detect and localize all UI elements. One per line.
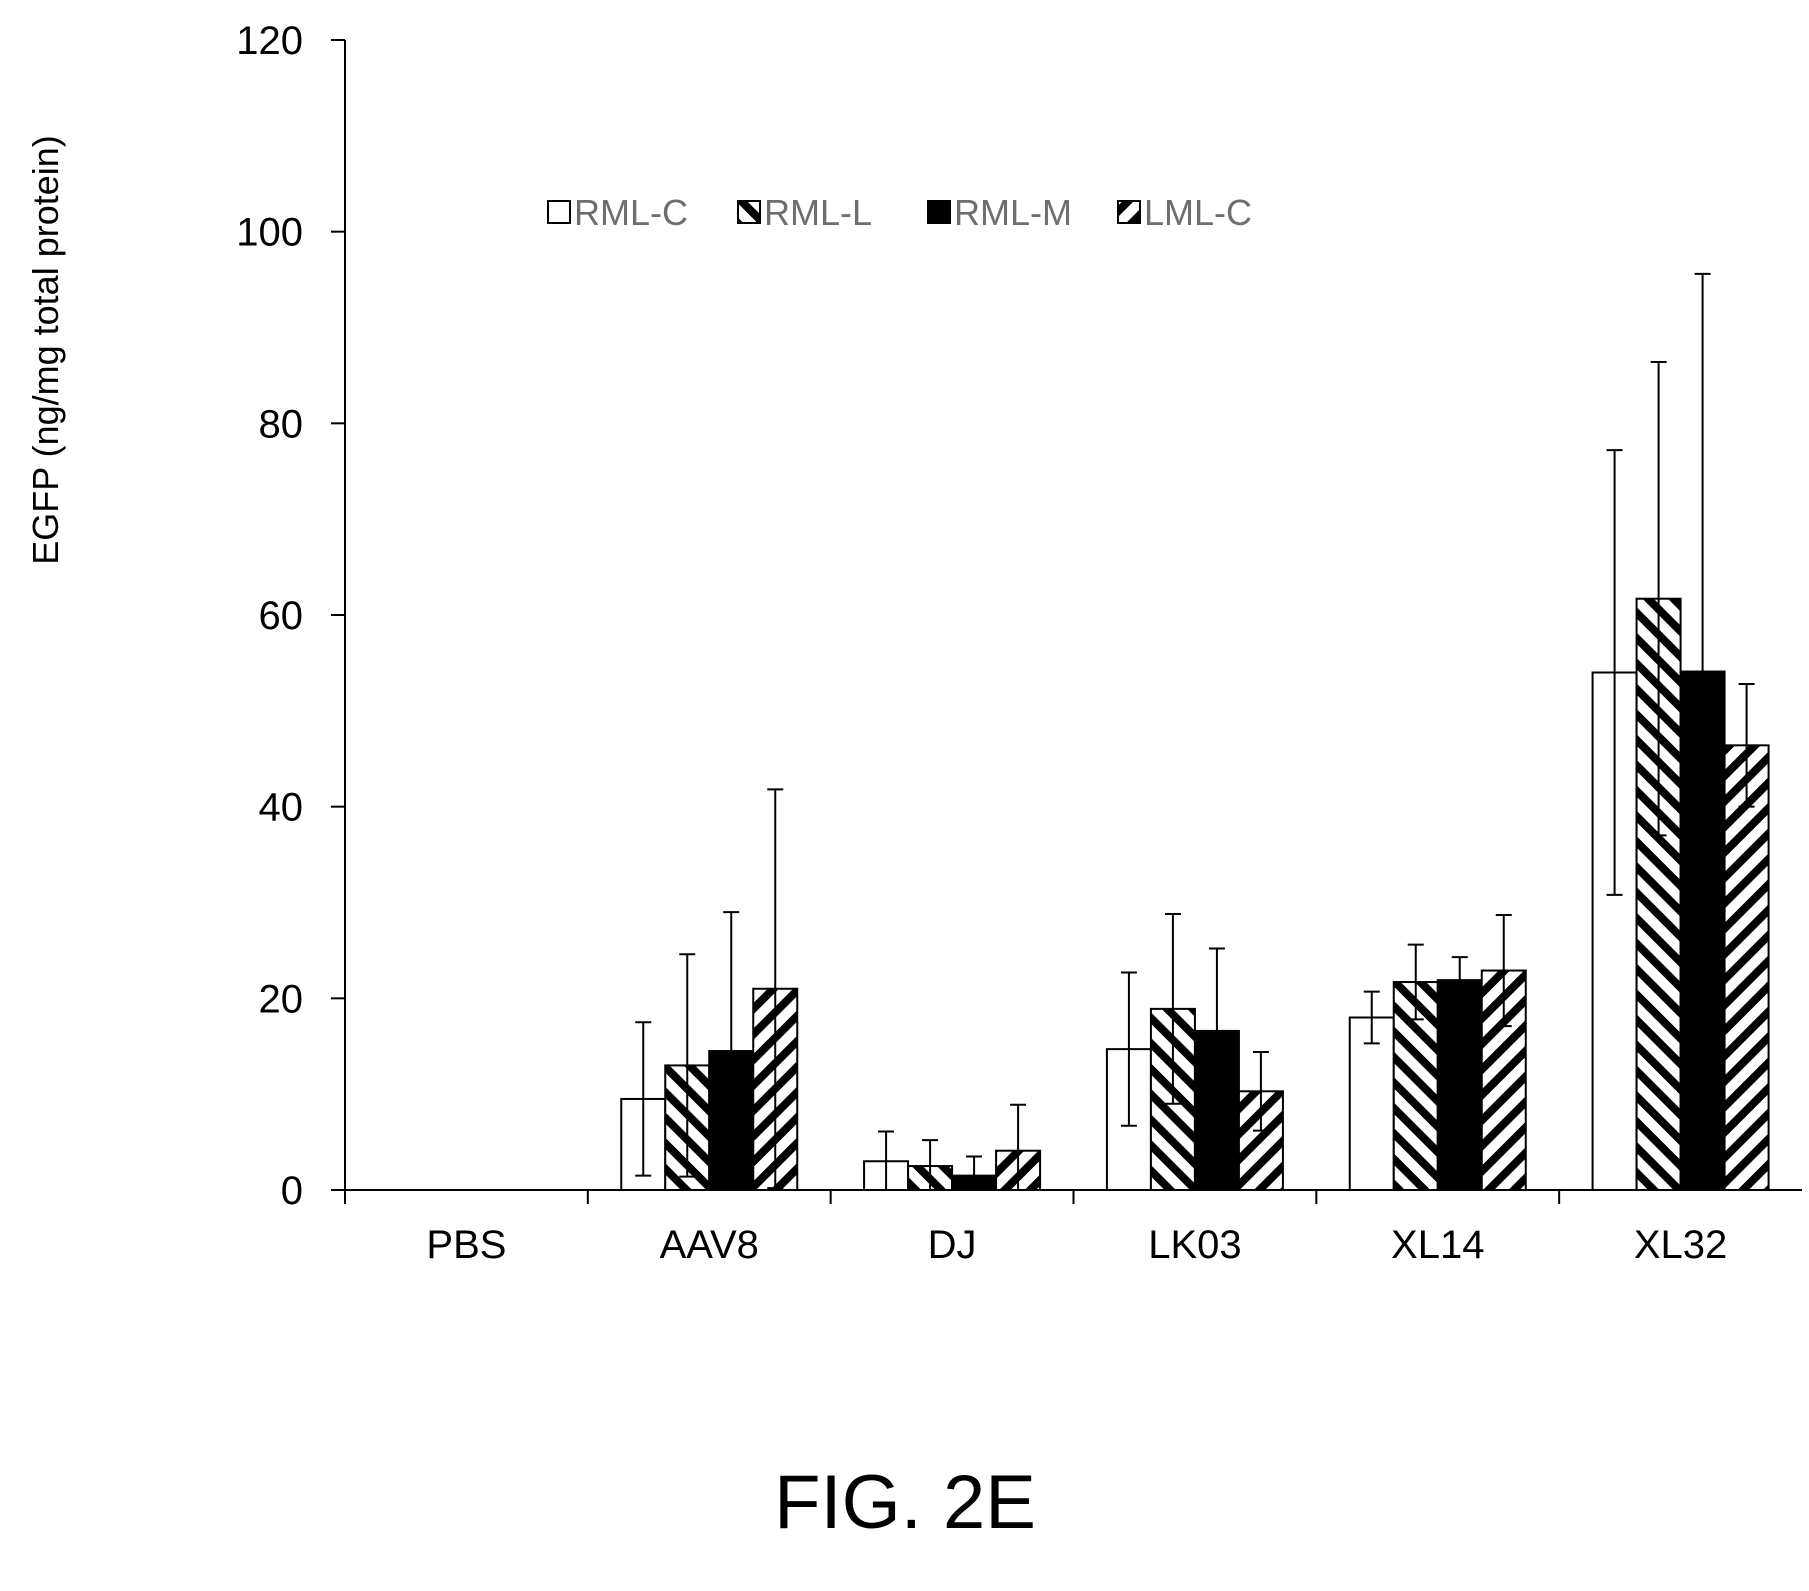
legend-swatch: [1117, 200, 1141, 224]
x-tick-label: AAV8: [660, 1223, 759, 1267]
y-tick-label: 100: [236, 211, 303, 255]
y-tick-label: 120: [236, 19, 303, 63]
bar-series: [620, 597, 1770, 1192]
legend-label: LML-C: [1144, 192, 1252, 233]
y-axis-title: EGFP (ng/mg total protein): [25, 135, 66, 565]
figure-caption: FIG. 2E: [774, 1460, 1036, 1545]
x-tick-label: PBS: [426, 1223, 506, 1267]
legend-label: RML-C: [574, 192, 688, 233]
y-tick-label: 80: [259, 402, 304, 446]
x-tick-label: XL32: [1634, 1223, 1727, 1267]
x-tick-label: DJ: [928, 1223, 977, 1267]
y-tick-label: 20: [259, 977, 304, 1021]
bar: [1723, 744, 1770, 1191]
legend-swatch: [927, 200, 951, 224]
x-tick-label: LK03: [1148, 1223, 1241, 1267]
legend: RML-C RML-L RML-M LML-C: [547, 192, 1252, 233]
legend-swatch: [737, 200, 761, 224]
error-bars: [635, 272, 1755, 1191]
x-tick-label: XL14: [1391, 1223, 1484, 1267]
x-axis-ticks: PBS AAV8 DJ LK03 XL14 XL32: [426, 1190, 1727, 1267]
y-axis-ticks: 0 20 40 60 80 100 120: [236, 19, 345, 1213]
legend-swatch: [547, 200, 571, 224]
y-tick-label: 40: [259, 786, 304, 830]
bar: [1436, 979, 1483, 1191]
y-tick-label: 0: [281, 1169, 303, 1213]
legend-label: RML-L: [764, 192, 872, 233]
legend-label: RML-M: [954, 192, 1072, 233]
y-tick-label: 60: [259, 594, 304, 638]
